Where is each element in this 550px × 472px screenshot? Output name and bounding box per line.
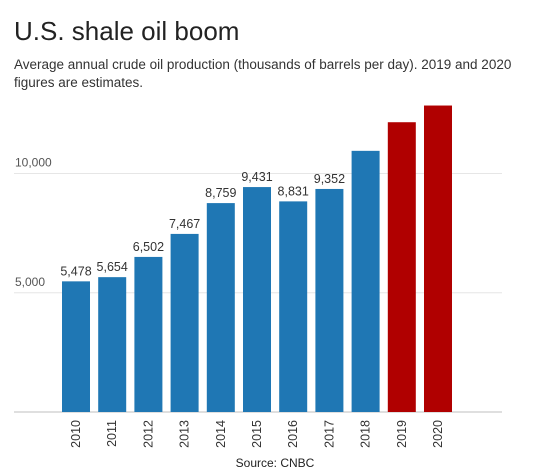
data-label: 5,478	[60, 264, 91, 278]
data-label: 5,654	[97, 260, 128, 274]
x-tick-label: 2011	[105, 420, 119, 447]
bar	[243, 187, 271, 412]
x-tick-label: 2016	[286, 420, 300, 448]
x-tick-label: 2015	[250, 420, 264, 448]
bar	[170, 233, 199, 412]
bar	[62, 281, 90, 412]
data-label: 8,831	[278, 184, 309, 198]
bar	[98, 277, 127, 412]
bar	[424, 105, 452, 412]
data-label: 9,431	[241, 170, 272, 184]
chart-title: U.S. shale oil boom	[14, 16, 240, 46]
label-layer: 5,478 5,654 6,502 7,467 8,759 9,431 8,831 9,352	[60, 170, 345, 278]
bar	[387, 122, 416, 412]
x-tick-label: 2017	[322, 420, 336, 448]
x-tick-label: 2020	[431, 420, 445, 448]
x-tick-label: 2018	[359, 420, 373, 448]
bar	[206, 203, 235, 412]
y-tick-label: 10,000	[15, 156, 52, 170]
data-label: 7,467	[169, 217, 200, 231]
data-label: 8,759	[205, 186, 236, 200]
data-label: 6,502	[133, 240, 164, 254]
x-tick-label: 2014	[214, 420, 228, 448]
bar	[279, 201, 308, 412]
y-tick-label: 5,000	[15, 275, 45, 289]
bar	[315, 188, 344, 412]
bar-layer	[62, 105, 452, 412]
bar	[351, 150, 380, 412]
x-tick-label: 2013	[178, 420, 192, 448]
chart-subtitle: Average annual crude oil production (tho…	[14, 57, 512, 90]
x-tick-label: 2019	[395, 420, 409, 448]
data-label: 9,352	[314, 172, 345, 186]
bar	[134, 256, 163, 412]
x-tick-label: 2010	[69, 420, 83, 448]
x-tick-label: 2012	[141, 420, 155, 448]
x-axis: 2010 2011 2012 2013 2014 2015 2016 2017 2018 2019…	[69, 420, 445, 448]
chart-source: Source: CNBC	[235, 456, 315, 470]
